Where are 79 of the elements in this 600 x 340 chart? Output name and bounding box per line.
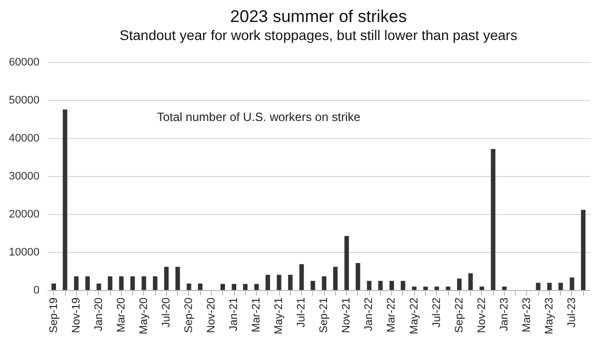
bar bbox=[536, 282, 540, 290]
bar bbox=[570, 277, 574, 290]
bar bbox=[400, 280, 406, 290]
bar bbox=[423, 286, 428, 290]
bar bbox=[490, 149, 496, 290]
y-tick-label: 10000 bbox=[8, 246, 40, 258]
bar bbox=[344, 236, 349, 290]
bar bbox=[96, 284, 102, 290]
x-tick-label: Jan-22 bbox=[363, 298, 376, 332]
bar bbox=[74, 276, 79, 290]
bar bbox=[434, 286, 440, 290]
y-tick-label: 40000 bbox=[8, 132, 40, 144]
bar bbox=[580, 210, 586, 290]
bar bbox=[175, 266, 180, 290]
bar bbox=[457, 278, 462, 290]
x-tick-label: Mar-20 bbox=[115, 298, 128, 332]
bar bbox=[547, 282, 552, 290]
bar bbox=[310, 280, 316, 290]
bar bbox=[220, 284, 225, 290]
annotation: Total number of U.S. workers on strike bbox=[157, 110, 361, 124]
x-tick-label: Nov-21 bbox=[340, 298, 353, 333]
chart-subtitle: Standout year for work stoppages, but still lower than past years bbox=[120, 27, 518, 43]
y-tick-label: 0 bbox=[33, 284, 40, 296]
x-tick-label: Jan-23 bbox=[498, 298, 510, 332]
bar bbox=[62, 110, 68, 290]
x-tick-label: Sep-20 bbox=[182, 298, 195, 333]
bar bbox=[446, 286, 450, 290]
x-tick-label: Mar-21 bbox=[250, 298, 263, 332]
y-tick-label: 30000 bbox=[8, 170, 40, 182]
x-tick-label: Nov-20 bbox=[205, 298, 218, 333]
x-tick-label: May-20 bbox=[138, 298, 150, 334]
bar bbox=[558, 282, 563, 290]
x-tick-label: Sep-21 bbox=[318, 298, 330, 333]
y-tick-label: 50000 bbox=[8, 94, 40, 106]
x-tick-label: May-23 bbox=[543, 298, 556, 334]
x-tick-label: Mar-22 bbox=[386, 298, 398, 332]
bar bbox=[152, 276, 158, 290]
bar bbox=[119, 276, 124, 290]
y-tick-label: 60000 bbox=[8, 56, 40, 68]
x-tick-label: Mar-23 bbox=[520, 298, 533, 332]
x-tick-label: Jul-21 bbox=[296, 298, 308, 328]
bar bbox=[198, 284, 202, 290]
bar bbox=[322, 276, 326, 290]
bar bbox=[468, 273, 473, 290]
bar bbox=[276, 274, 282, 290]
x-tick-label: Sep-22 bbox=[453, 298, 466, 333]
x-tick-label: Nov-19 bbox=[70, 298, 82, 333]
bar bbox=[232, 284, 236, 290]
bar bbox=[164, 266, 169, 290]
chart-title: 2023 summer of strikes bbox=[230, 7, 407, 26]
bar bbox=[186, 284, 192, 290]
x-tick-label: Sep-19 bbox=[48, 298, 60, 333]
bar bbox=[266, 274, 270, 290]
bar bbox=[243, 284, 248, 290]
x-tick-label: Jan-20 bbox=[92, 298, 105, 332]
bar bbox=[299, 264, 304, 290]
bar bbox=[502, 286, 507, 290]
bar bbox=[378, 280, 383, 290]
bar bbox=[254, 284, 259, 290]
x-tick-label: May-22 bbox=[408, 298, 420, 334]
bar bbox=[130, 276, 135, 290]
x-tick-label: May-21 bbox=[273, 298, 286, 334]
x-tick-label: Jan-21 bbox=[228, 298, 240, 332]
bar bbox=[356, 263, 360, 290]
bar bbox=[389, 280, 394, 290]
x-tick-label: Jul-23 bbox=[566, 298, 578, 328]
x-tick-label: Jul-22 bbox=[430, 298, 443, 328]
bar bbox=[52, 284, 56, 290]
x-tick-label: Nov-22 bbox=[476, 298, 488, 333]
bar bbox=[412, 286, 417, 290]
bar bbox=[366, 280, 372, 290]
y-tick-label: 20000 bbox=[8, 208, 40, 220]
bar bbox=[333, 266, 338, 290]
x-tick-label: Jul-20 bbox=[160, 298, 172, 328]
bar bbox=[142, 276, 146, 290]
bar bbox=[85, 276, 90, 290]
bar bbox=[288, 274, 293, 290]
bar bbox=[480, 286, 484, 290]
bar bbox=[108, 276, 112, 290]
